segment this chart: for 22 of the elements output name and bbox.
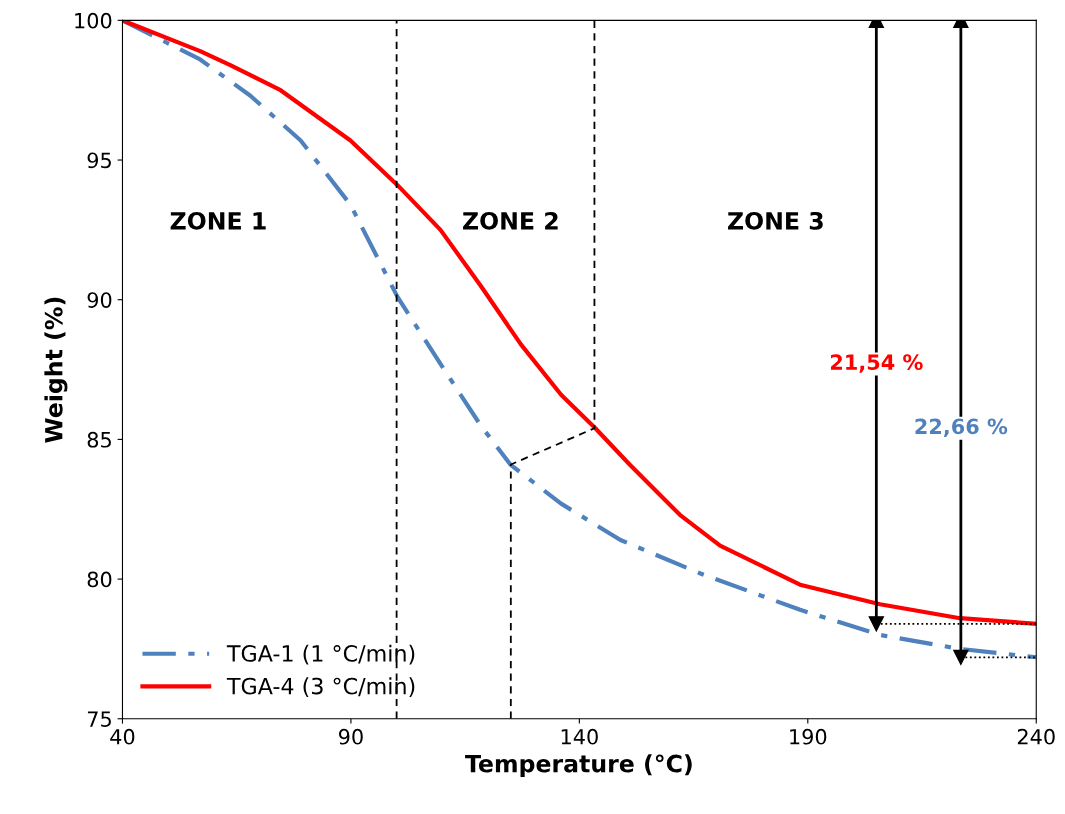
annotation: ZONE 2 xyxy=(463,211,558,230)
x-tick-label: 140 xyxy=(561,728,598,745)
legend-label: TGA-4 (3 °C/min) xyxy=(226,677,415,698)
annotation: ZONE 1 xyxy=(170,211,266,230)
legend-label: TGA-1 (1 °C/min) xyxy=(226,644,415,665)
point xyxy=(953,649,969,665)
y-tick-label: 90 xyxy=(87,292,112,308)
y-tick-label: 80 xyxy=(87,571,112,588)
point xyxy=(868,616,884,632)
x-tick-label: 190 xyxy=(790,728,827,745)
y-tick-label: 75 xyxy=(87,711,111,727)
annotation: 22,66 % xyxy=(915,418,1008,437)
x-axis-title: Temperature (°C) xyxy=(465,754,692,778)
y-tick-label: 100 xyxy=(75,12,112,29)
x-tick-label: 40 xyxy=(110,728,135,745)
y-tick-label: 95 xyxy=(87,152,111,169)
x-tick-label: 90 xyxy=(338,728,363,745)
y-tick-label: 85 xyxy=(87,431,111,448)
y-axis-title: Weight (%) xyxy=(44,297,68,443)
x-tick-label: 240 xyxy=(1017,728,1055,745)
annotation: 21,54 % xyxy=(830,354,923,373)
annotation: ZONE 3 xyxy=(728,211,823,230)
